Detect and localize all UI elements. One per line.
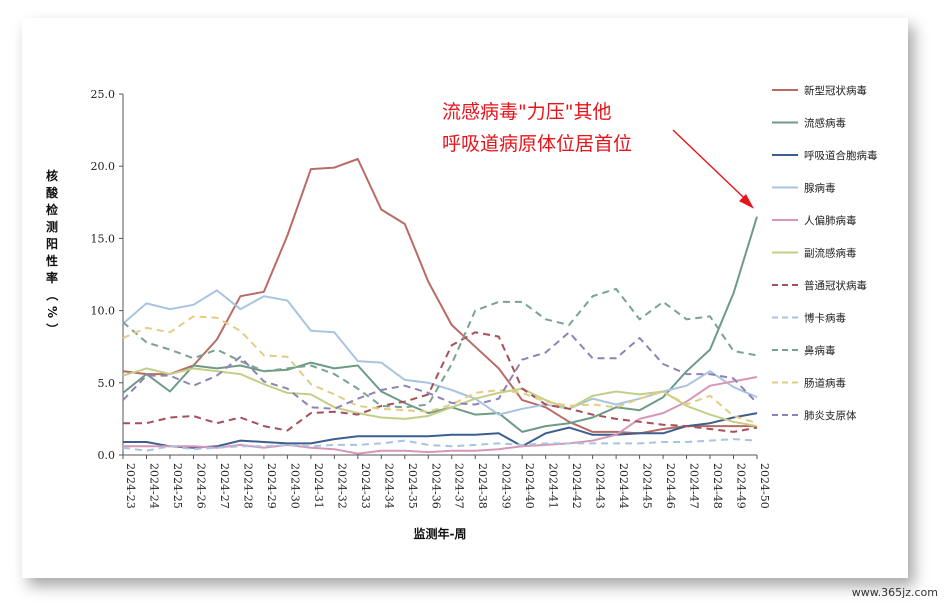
x-tick-label: 2024-35 <box>406 463 419 509</box>
x-tick-label: 2024-45 <box>641 463 654 509</box>
x-tick-label: 2024-40 <box>523 463 536 509</box>
x-axis-title: 监测年-周 <box>414 526 467 541</box>
plot-series <box>122 158 758 455</box>
y-axis-title-char: 检 <box>46 202 58 217</box>
x-tick-label: 2024-46 <box>664 463 677 509</box>
y-axis-title-char: 阳 <box>46 236 58 251</box>
legend-label: 副流感病毒 <box>804 247 857 260</box>
series-line <box>122 158 757 435</box>
legend-label: 呼吸道合胞病毒 <box>804 149 878 162</box>
y-axis-title-char: 核 <box>46 168 58 183</box>
legend-label: 人偏肺病毒 <box>804 214 857 227</box>
y-tick-label: 10.0 <box>91 305 116 318</box>
series-line <box>123 331 758 433</box>
annotation-line-2: 呼吸道病原体位居首位 <box>442 133 632 155</box>
legend-label: 流感病毒 <box>804 117 846 130</box>
legend-label: 腺病毒 <box>804 182 836 195</box>
annotation-line-1: 流感病毒"力压"其他 <box>442 101 611 123</box>
series-line <box>122 367 758 428</box>
line-chart: 0.05.010.015.020.025.0 2024-23 2024-24 202… <box>45 84 878 541</box>
x-tick-label: 2024-24 <box>147 463 160 509</box>
x-tick-label: 2024-47 <box>688 463 701 509</box>
y-tick-label: 20.0 <box>91 160 116 173</box>
x-tick-label: 2024-38 <box>476 463 489 509</box>
x-tick-label: 2024-27 <box>218 463 231 509</box>
annotation-arrow <box>672 129 747 201</box>
x-tick-label: 2024-31 <box>312 463 325 509</box>
series-line <box>122 331 758 410</box>
y-tick-label: 5.0 <box>98 377 116 390</box>
y-axis-title-char: 性 <box>45 253 58 268</box>
x-tick-label: 2024-23 <box>124 463 137 509</box>
chart-card: 0.0 5.0 10.0 15.0 20.0 25.0 2024-23 2024-24 202… <box>22 18 908 578</box>
x-tick-label: 2024-44 <box>617 463 630 509</box>
y-axis-title-char: （ <box>45 289 60 301</box>
series-line <box>122 216 758 433</box>
y-tick-label: 0.0 <box>98 449 116 462</box>
legend-label: 肠道病毒 <box>804 377 846 390</box>
x-tick-label: 2024-50 <box>758 463 771 509</box>
x-axis: 2024-23 2024-24 2024-25 2024-26 2024-27 2024-… <box>122 454 771 509</box>
legend: 新型冠状病毒流感病毒呼吸道合胞病毒腺病毒人偏肺病毒副流感病毒普通冠状病毒博卡病毒… <box>772 84 878 422</box>
legend-label: 肺炎支原体 <box>804 410 857 422</box>
legend-label: 博卡病毒 <box>804 312 846 325</box>
x-tick-label: 2024-48 <box>711 463 724 509</box>
x-tick-label: 2024-37 <box>453 463 466 509</box>
x-tick-label: 2024-34 <box>382 463 395 509</box>
series-line <box>123 412 758 449</box>
x-tick-label: 2024-33 <box>359 463 372 509</box>
series-line <box>122 315 758 425</box>
y-axis-title-char: ） <box>45 323 60 335</box>
x-tick-label: 2024-41 <box>547 463 560 509</box>
series-line <box>122 438 758 452</box>
y-axis-title-char: 酸 <box>46 185 59 200</box>
x-tick-label: 2024-43 <box>594 463 607 509</box>
annotation-arrowhead <box>739 194 754 209</box>
x-tick-label: 2024-32 <box>335 463 348 509</box>
legend-label: 鼻病毒 <box>804 344 836 357</box>
legend-label: 普通冠状病毒 <box>804 279 867 292</box>
legend-label: 新型冠状病毒 <box>804 84 867 97</box>
y-tick-label: 25.0 <box>91 88 116 101</box>
y-axis-title-char: 测 <box>46 219 58 234</box>
x-tick-label: 2024-28 <box>241 463 254 509</box>
annotation: 流感病毒"力压"其他 呼吸道病原体位居首位 <box>442 101 754 209</box>
y-axis-title-char: % <box>45 306 59 318</box>
x-tick-label: 2024-29 <box>265 463 278 509</box>
x-tick-label: 2024-26 <box>194 463 207 509</box>
series-line <box>122 289 758 416</box>
x-tick-label: 2024-36 <box>429 463 442 509</box>
watermark-text: www.365jz.com <box>852 586 938 599</box>
y-axis: 0.0 5.0 10.0 15.0 20.0 25.0 <box>91 88 124 462</box>
x-tick-label: 2024-42 <box>570 463 583 509</box>
y-axis-title-char: 率 <box>46 270 58 285</box>
y-tick-label: 15.0 <box>91 232 116 245</box>
series-line <box>122 287 758 409</box>
series-line <box>123 376 758 455</box>
x-tick-label: 2024-49 <box>735 463 748 509</box>
x-tick-label: 2024-25 <box>171 463 184 509</box>
x-tick-label: 2024-30 <box>288 463 301 509</box>
x-tick-label: 2024-39 <box>500 463 513 509</box>
